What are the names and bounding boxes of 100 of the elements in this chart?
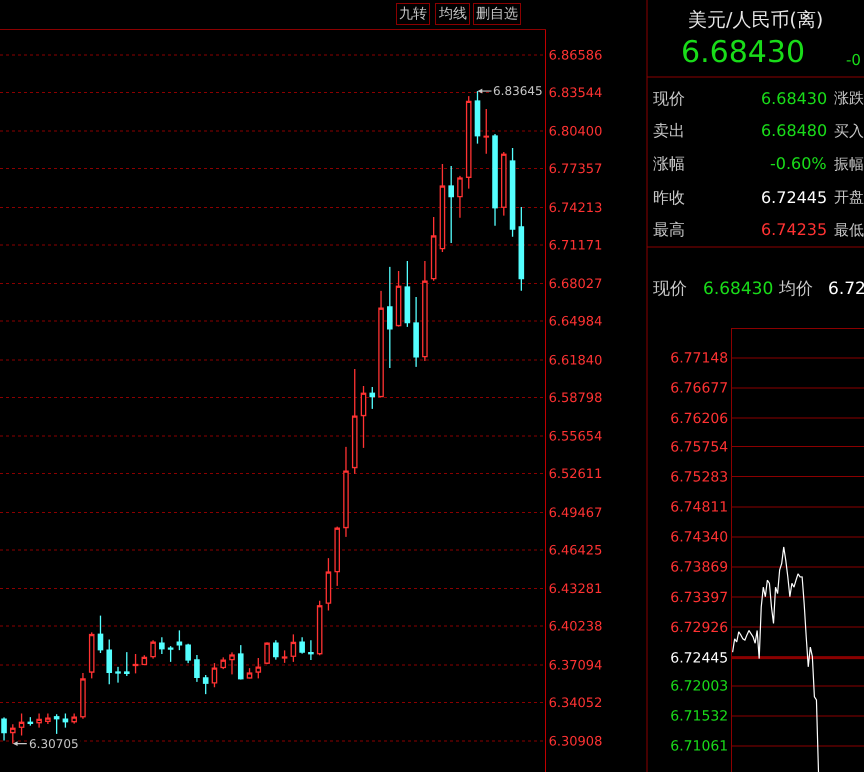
- y-tick-label: 6.74340: [670, 530, 728, 546]
- text: 涨跌: [834, 89, 864, 107]
- text: 均线: [438, 6, 467, 22]
- candlestick: [510, 147, 516, 238]
- candlestick: [299, 636, 305, 654]
- candlestick: [273, 640, 279, 660]
- candlestick: [176, 630, 182, 651]
- text: -0.60%: [770, 154, 827, 173]
- y-tick-label: 6.40238: [548, 620, 602, 635]
- candlestick: [229, 652, 235, 676]
- candlestick: [264, 642, 270, 665]
- text: 振幅: [834, 155, 864, 173]
- candlestick: [255, 657, 262, 679]
- candlestick: [124, 651, 130, 677]
- candlestick: [80, 672, 86, 720]
- candlestick: [290, 634, 296, 663]
- candlestick: [45, 712, 51, 725]
- y-tick-label: 6.83544: [548, 86, 602, 101]
- y-tick-label: 6.72926: [670, 620, 728, 636]
- candlestick: [282, 650, 288, 664]
- text: 现价: [653, 89, 685, 108]
- text: 美元/人民币(离): [688, 9, 824, 31]
- line-series: [732, 546, 820, 772]
- y-tick-label: 6.49467: [548, 506, 602, 521]
- candlestick: [422, 260, 428, 362]
- candlestick: [457, 175, 463, 218]
- y-tick-label: 6.80400: [548, 124, 602, 140]
- text: 6.68430: [761, 89, 828, 108]
- candlestick: [492, 133, 498, 226]
- y-tick-label: 6.46425: [548, 543, 602, 558]
- text: 现价: [653, 279, 687, 299]
- y-tick-label: 6.52611: [548, 467, 602, 482]
- y-tick-label: 6.77148: [670, 350, 728, 367]
- y-tick-label: 6.75754: [670, 440, 728, 456]
- y-tick-label: 6.72003: [670, 678, 728, 695]
- text: 买入: [834, 122, 864, 140]
- annotation: 6.83645: [493, 84, 543, 98]
- candlestick: [185, 643, 191, 664]
- candlestick: [440, 163, 446, 253]
- text: 最高: [653, 220, 685, 239]
- candlestick: [466, 95, 472, 190]
- y-tick-label: 6.55654: [548, 430, 602, 445]
- y-tick-label: 6.86586: [548, 48, 602, 64]
- text: 均价: [778, 279, 813, 299]
- candlestick: [132, 653, 138, 674]
- candlestick: [62, 712, 68, 728]
- text: 最低: [834, 221, 864, 239]
- candlestick: [212, 662, 218, 688]
- candlestick: [430, 216, 436, 282]
- text: 6.68480: [761, 121, 828, 140]
- y-tick-label: 6.58798: [548, 390, 602, 406]
- y-tick-label: 6.71171: [548, 238, 602, 254]
- candlestick: [98, 614, 104, 654]
- y-tick-label: 6.64984: [548, 314, 602, 330]
- y-tick-label: 6.34052: [548, 696, 602, 711]
- candlestick: [369, 386, 376, 410]
- candlestick: [168, 646, 174, 663]
- y-tick-label: 6.68027: [548, 277, 602, 292]
- candlestick: [150, 640, 156, 660]
- y-tick-label: 6.75283: [670, 470, 728, 486]
- y-tick-label: 6.74811: [670, 500, 728, 516]
- candlestick: [54, 714, 60, 735]
- candlestick: [88, 632, 95, 679]
- candlestick: [202, 674, 208, 695]
- y-tick-label: 6.61840: [548, 353, 602, 368]
- y-tick-label: 6.71532: [670, 708, 728, 725]
- text: 6.72445: [761, 188, 828, 207]
- candlestick: [378, 290, 384, 398]
- candlestick: [159, 636, 165, 655]
- y-tick-label: 6.43281: [548, 582, 602, 598]
- y-tick-label: 6.74213: [548, 200, 602, 216]
- y-tick-label: 6.73397: [670, 590, 728, 606]
- candlestick: [360, 385, 366, 448]
- candlestick: [220, 656, 226, 670]
- candlestick: [396, 270, 402, 328]
- candlestick: [483, 108, 490, 154]
- candlestick: [404, 260, 410, 328]
- text: 6.68430: [703, 279, 774, 299]
- candlestick: [518, 206, 524, 292]
- candlestick: [343, 446, 349, 538]
- text: 九转: [399, 6, 427, 22]
- text: 昨收: [653, 188, 685, 207]
- text: 6.72: [828, 279, 864, 299]
- candlestick: [142, 654, 148, 666]
- annotation: 6.30705: [29, 737, 79, 751]
- y-tick-label: 6.77357: [548, 162, 602, 178]
- y-tick-label: 6.37094: [548, 658, 602, 674]
- text: 开盘: [834, 188, 864, 206]
- text: 卖出: [653, 121, 685, 140]
- candlestick: [71, 712, 77, 724]
- candlestick: [18, 712, 24, 736]
- text: 删自选: [476, 6, 518, 22]
- candlestick: [194, 654, 200, 683]
- candlestick: [387, 266, 393, 369]
- y-tick-label: 6.71061: [670, 738, 728, 755]
- candlestick: [36, 712, 42, 728]
- text: 涨幅: [653, 154, 685, 173]
- y-tick-label: 6.76677: [670, 380, 728, 397]
- text: -0: [846, 51, 861, 69]
- candlestick: [352, 368, 358, 474]
